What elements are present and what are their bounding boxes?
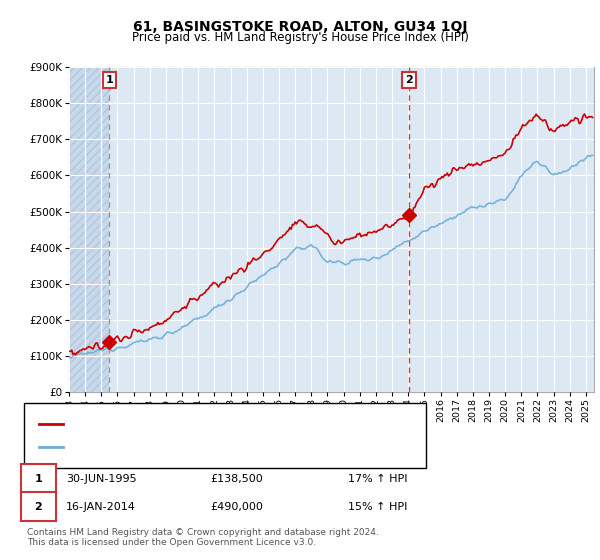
Text: HPI: Average price, detached house, East Hampshire: HPI: Average price, detached house, East… bbox=[67, 442, 343, 452]
Text: 1: 1 bbox=[35, 474, 42, 484]
Text: 30-JUN-1995: 30-JUN-1995 bbox=[66, 474, 137, 484]
Text: 2: 2 bbox=[35, 502, 42, 512]
Text: 17% ↑ HPI: 17% ↑ HPI bbox=[348, 474, 407, 484]
Text: Price paid vs. HM Land Registry's House Price Index (HPI): Price paid vs. HM Land Registry's House … bbox=[131, 31, 469, 44]
Text: 16-JAN-2014: 16-JAN-2014 bbox=[66, 502, 136, 512]
Text: 2: 2 bbox=[405, 75, 413, 85]
Text: Contains HM Land Registry data © Crown copyright and database right 2024.
This d: Contains HM Land Registry data © Crown c… bbox=[27, 528, 379, 547]
Text: 1: 1 bbox=[106, 75, 113, 85]
Text: 61, BASINGSTOKE ROAD, ALTON, GU34 1QJ: 61, BASINGSTOKE ROAD, ALTON, GU34 1QJ bbox=[133, 20, 467, 34]
Text: £490,000: £490,000 bbox=[210, 502, 263, 512]
Bar bbox=[69, 67, 109, 392]
Text: £138,500: £138,500 bbox=[210, 474, 263, 484]
Text: 61, BASINGSTOKE ROAD, ALTON, GU34 1QJ (detached house): 61, BASINGSTOKE ROAD, ALTON, GU34 1QJ (d… bbox=[67, 419, 387, 429]
Text: 15% ↑ HPI: 15% ↑ HPI bbox=[348, 502, 407, 512]
